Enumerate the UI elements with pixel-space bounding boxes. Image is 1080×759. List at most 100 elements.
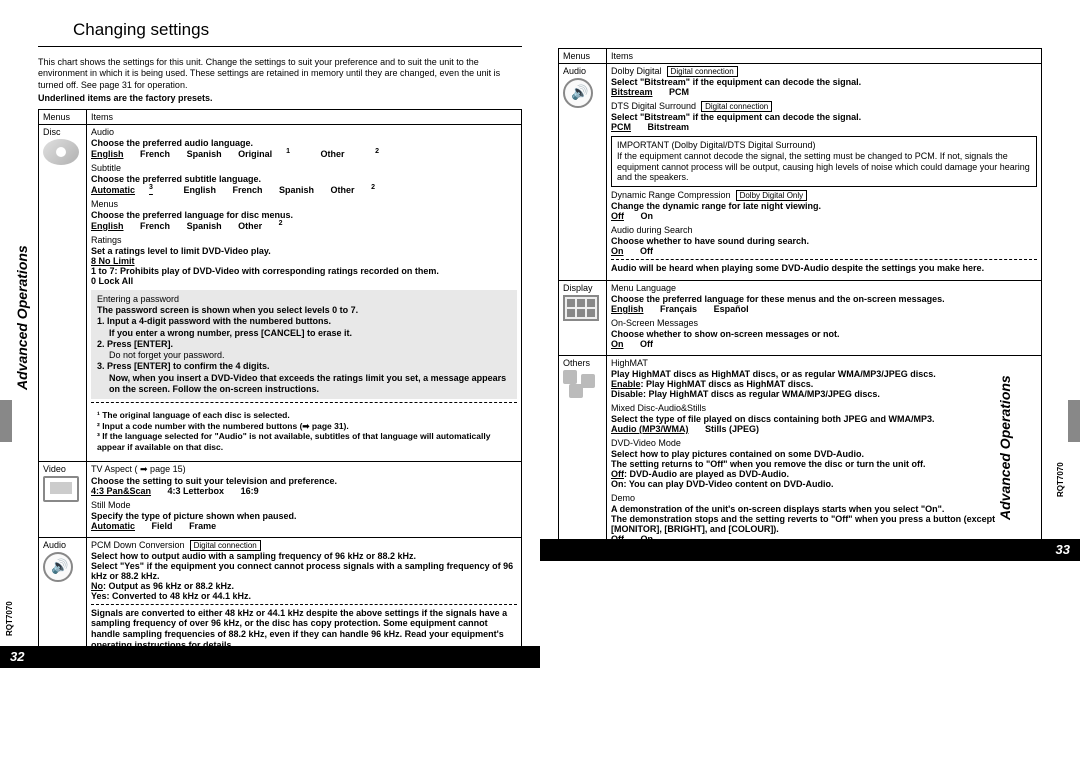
sup: 2: [371, 184, 375, 191]
tv-desc: Choose the setting to suit your televisi…: [91, 476, 517, 486]
disc-audio-title: Audio: [91, 127, 517, 137]
mixed-opts: Audio (MP3/WMA) Stills (JPEG): [611, 424, 1037, 434]
header-menus: Menus: [559, 49, 607, 64]
display-items-cell: Menu Language Choose the preferred langu…: [607, 280, 1042, 355]
opt: Original1: [238, 149, 304, 159]
opt: Off: [611, 211, 624, 221]
sup: 2: [375, 148, 379, 155]
menulang-block: Menu Language Choose the preferred langu…: [611, 283, 1037, 314]
page-title: Changing settings: [73, 20, 522, 40]
search-title: Audio during Search: [611, 225, 1037, 235]
pcm-d2: Select "Yes" if the equipment you connec…: [91, 561, 517, 581]
still-opts: Automatic Field Frame: [91, 521, 517, 531]
opt: Spanish: [187, 221, 222, 231]
opt: French: [232, 185, 262, 195]
opt: 4:3 Letterbox: [168, 486, 225, 496]
opt: Spanish: [279, 185, 314, 195]
fn3: ³ If the language selected for "Audio" i…: [97, 431, 511, 452]
mixed-desc: Select the type of file played on discs …: [611, 414, 1037, 424]
important-body: If the equipment cannot decode the signa…: [617, 151, 1031, 183]
opt: English: [611, 304, 644, 314]
ratings-l3: 0 Lock All: [91, 276, 517, 286]
ratings-l1: 8 No Limit: [91, 256, 517, 266]
disc-items-cell: Audio Choose the preferred audio languag…: [87, 124, 522, 461]
dash-sep: [91, 604, 517, 605]
opt: Français: [660, 304, 697, 314]
opt: Español: [714, 304, 749, 314]
pw-p4: 3. Press [ENTER] to confirm the 4 digits…: [97, 361, 511, 372]
ratings-l2: 1 to 7: Prohibits play of DVD-Video with…: [91, 266, 517, 276]
opt: PCM: [611, 122, 631, 132]
mixed-block: Mixed Disc-Audio&Stills Select the type …: [611, 403, 1037, 434]
audio-icon: [563, 78, 593, 108]
menu-audio-cell: Audio: [39, 537, 87, 657]
digital-tag: Digital connection: [190, 540, 261, 551]
page-number-right: 33: [540, 539, 1080, 561]
important-title: IMPORTANT (Dolby Digital/DTS Digital Sur…: [617, 140, 1031, 151]
disc-ratings-desc: Set a ratings level to limit DVD-Video p…: [91, 246, 517, 256]
dolby-only-tag: Dolby Digital Only: [736, 190, 808, 201]
menu-video-label: Video: [43, 464, 82, 474]
dolby-desc: Select "Bitstream" if the equipment can …: [611, 77, 1037, 87]
factory-note: Underlined items are the factory presets…: [38, 93, 522, 103]
password-title: Entering a password: [97, 294, 511, 305]
highmat-desc: Play HighMAT discs as HighMAT discs, or …: [611, 369, 1037, 379]
footnotes-box: ¹ The original language of each disc is …: [91, 406, 517, 457]
opt: English: [91, 149, 124, 159]
pcm-d1: Select how to output audio with a sampli…: [91, 551, 517, 561]
password-box: Entering a password The password screen …: [91, 290, 517, 399]
side-label-right: Advanced Operations: [997, 375, 1013, 520]
section-disc: Disc Audio Choose the preferred audio la…: [39, 124, 522, 461]
others-icon: [563, 370, 599, 398]
dvdmode-l2: On: You can play DVD-Video content on DV…: [611, 479, 1037, 489]
dvdmode-title: DVD-Video Mode: [611, 438, 1037, 448]
header-menus: Menus: [39, 109, 87, 124]
opt: 4:3 Pan&Scan: [91, 486, 151, 496]
section-others: Others HighMAT Play HighMAT discs as Hig…: [559, 355, 1042, 550]
menu-others-cell: Others: [559, 355, 607, 550]
pw-p3: 2. Press [ENTER].: [97, 339, 511, 350]
pw-p3b: Do not forget your password.: [97, 350, 511, 361]
osd-desc: Choose whether to show on-screen message…: [611, 329, 1037, 339]
disc-icon: [43, 139, 79, 165]
opt: Automatic: [91, 521, 135, 531]
table-header-row: Menus Items: [559, 49, 1042, 64]
tv-opts: 4:3 Pan&Scan 4:3 Letterbox 16:9: [91, 486, 517, 496]
still-desc: Specify the type of picture shown when p…: [91, 511, 517, 521]
still-title: Still Mode: [91, 500, 517, 510]
section-video: Video TV Aspect ( ➡ page 15) Choose the …: [39, 461, 522, 537]
pcm-no: No: Output as 96 kHz or 88.2 kHz.: [91, 581, 517, 591]
side-tab-left: [0, 400, 12, 442]
highmat-l2: Disable: Play HighMAT discs as regular W…: [611, 389, 1037, 399]
drc-block: Dynamic Range Compression Dolby Digital …: [611, 190, 1037, 221]
menu-display-label: Display: [563, 283, 602, 293]
drc-title-row: Dynamic Range Compression Dolby Digital …: [611, 190, 1037, 201]
disc-menus-title: Menus: [91, 199, 517, 209]
pcm-title-row: PCM Down Conversion Digital connection: [91, 540, 517, 551]
video-items-cell: TV Aspect ( ➡ page 15) Choose the settin…: [87, 461, 522, 537]
disc-audio-block: Audio Choose the preferred audio languag…: [91, 127, 517, 159]
pw-p4b: Now, when you insert a DVD-Video that ex…: [97, 373, 511, 396]
drc-opts: Off On: [611, 211, 1037, 221]
opt: Other: [238, 221, 262, 231]
digital-tag: Digital connection: [701, 101, 772, 112]
opt: Field: [152, 521, 173, 531]
header-items: Items: [607, 49, 1042, 64]
demo-d1: A demonstration of the unit's on-screen …: [611, 504, 1037, 514]
opt: On: [641, 211, 654, 221]
demo-block: Demo A demonstration of the unit's on-sc…: [611, 493, 1037, 544]
audio-icon: [43, 552, 73, 582]
disc-menus-opts: English French Spanish Other 2: [91, 220, 517, 231]
menu-disc-cell: Disc: [39, 124, 87, 461]
disc-subtitle-block: Subtitle Choose the preferred subtitle l…: [91, 163, 517, 195]
title-rule: [38, 46, 522, 47]
section-audio-left: Audio PCM Down Conversion Digital connec…: [39, 537, 522, 657]
pw-p2b: If you enter a wrong number, press [CANC…: [97, 328, 511, 339]
pcm-note: Signals are converted to either 48 kHz o…: [91, 608, 517, 651]
search-opts: On Off: [611, 246, 1037, 256]
header-items: Items: [87, 109, 522, 124]
menu-others-label: Others: [563, 358, 602, 368]
still-block: Still Mode Specify the type of picture s…: [91, 500, 517, 531]
disc-subtitle-desc: Choose the preferred subtitle language.: [91, 174, 517, 184]
video-icon: [43, 476, 79, 502]
